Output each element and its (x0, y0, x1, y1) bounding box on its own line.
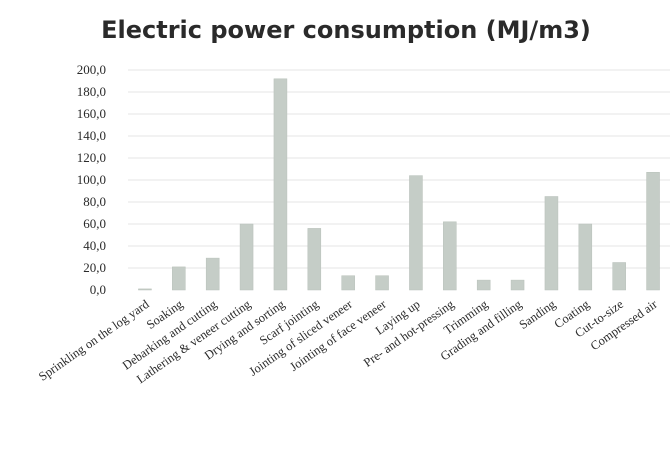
bar (646, 172, 660, 291)
chart-title: Electric power consumption (MJ/m3) (101, 16, 591, 44)
bar (307, 228, 322, 291)
bar (239, 223, 254, 291)
gridlines (128, 69, 670, 269)
y-tick-label: 80,0 (83, 194, 106, 209)
bar (205, 257, 220, 291)
bar (273, 78, 288, 291)
bar (612, 262, 626, 291)
y-tick-label: 160,0 (77, 106, 106, 121)
y-axis: 0,0 20,0 40,0 60,0 80,0 100,0 120,0 140,0 160,0 1… (77, 62, 106, 297)
x-tick-label: Sanding (517, 297, 559, 332)
bar (544, 196, 559, 291)
bar (409, 175, 423, 291)
bar (476, 279, 491, 291)
x-axis: Sprinkling on the log yardSoakingDebarki… (36, 297, 660, 387)
y-tick-label: 140,0 (77, 128, 106, 143)
bar (172, 266, 186, 291)
y-tick-label: 180,0 (77, 84, 106, 99)
y-tick-label: 40,0 (83, 238, 106, 253)
bar (341, 275, 355, 291)
y-tick-label: 20,0 (83, 260, 106, 275)
y-tick-label: 0,0 (90, 282, 106, 297)
x-tick-label: Sprinkling on the log yard (36, 297, 152, 384)
bar (138, 288, 152, 291)
bar (375, 275, 389, 291)
y-tick-label: 100,0 (77, 172, 106, 187)
bar (578, 223, 593, 291)
y-tick-label: 120,0 (77, 150, 106, 165)
bar (510, 279, 525, 291)
y-tick-label: 60,0 (83, 216, 106, 231)
bars (138, 78, 660, 291)
y-tick-label: 200,0 (77, 62, 106, 77)
bar (443, 221, 457, 291)
